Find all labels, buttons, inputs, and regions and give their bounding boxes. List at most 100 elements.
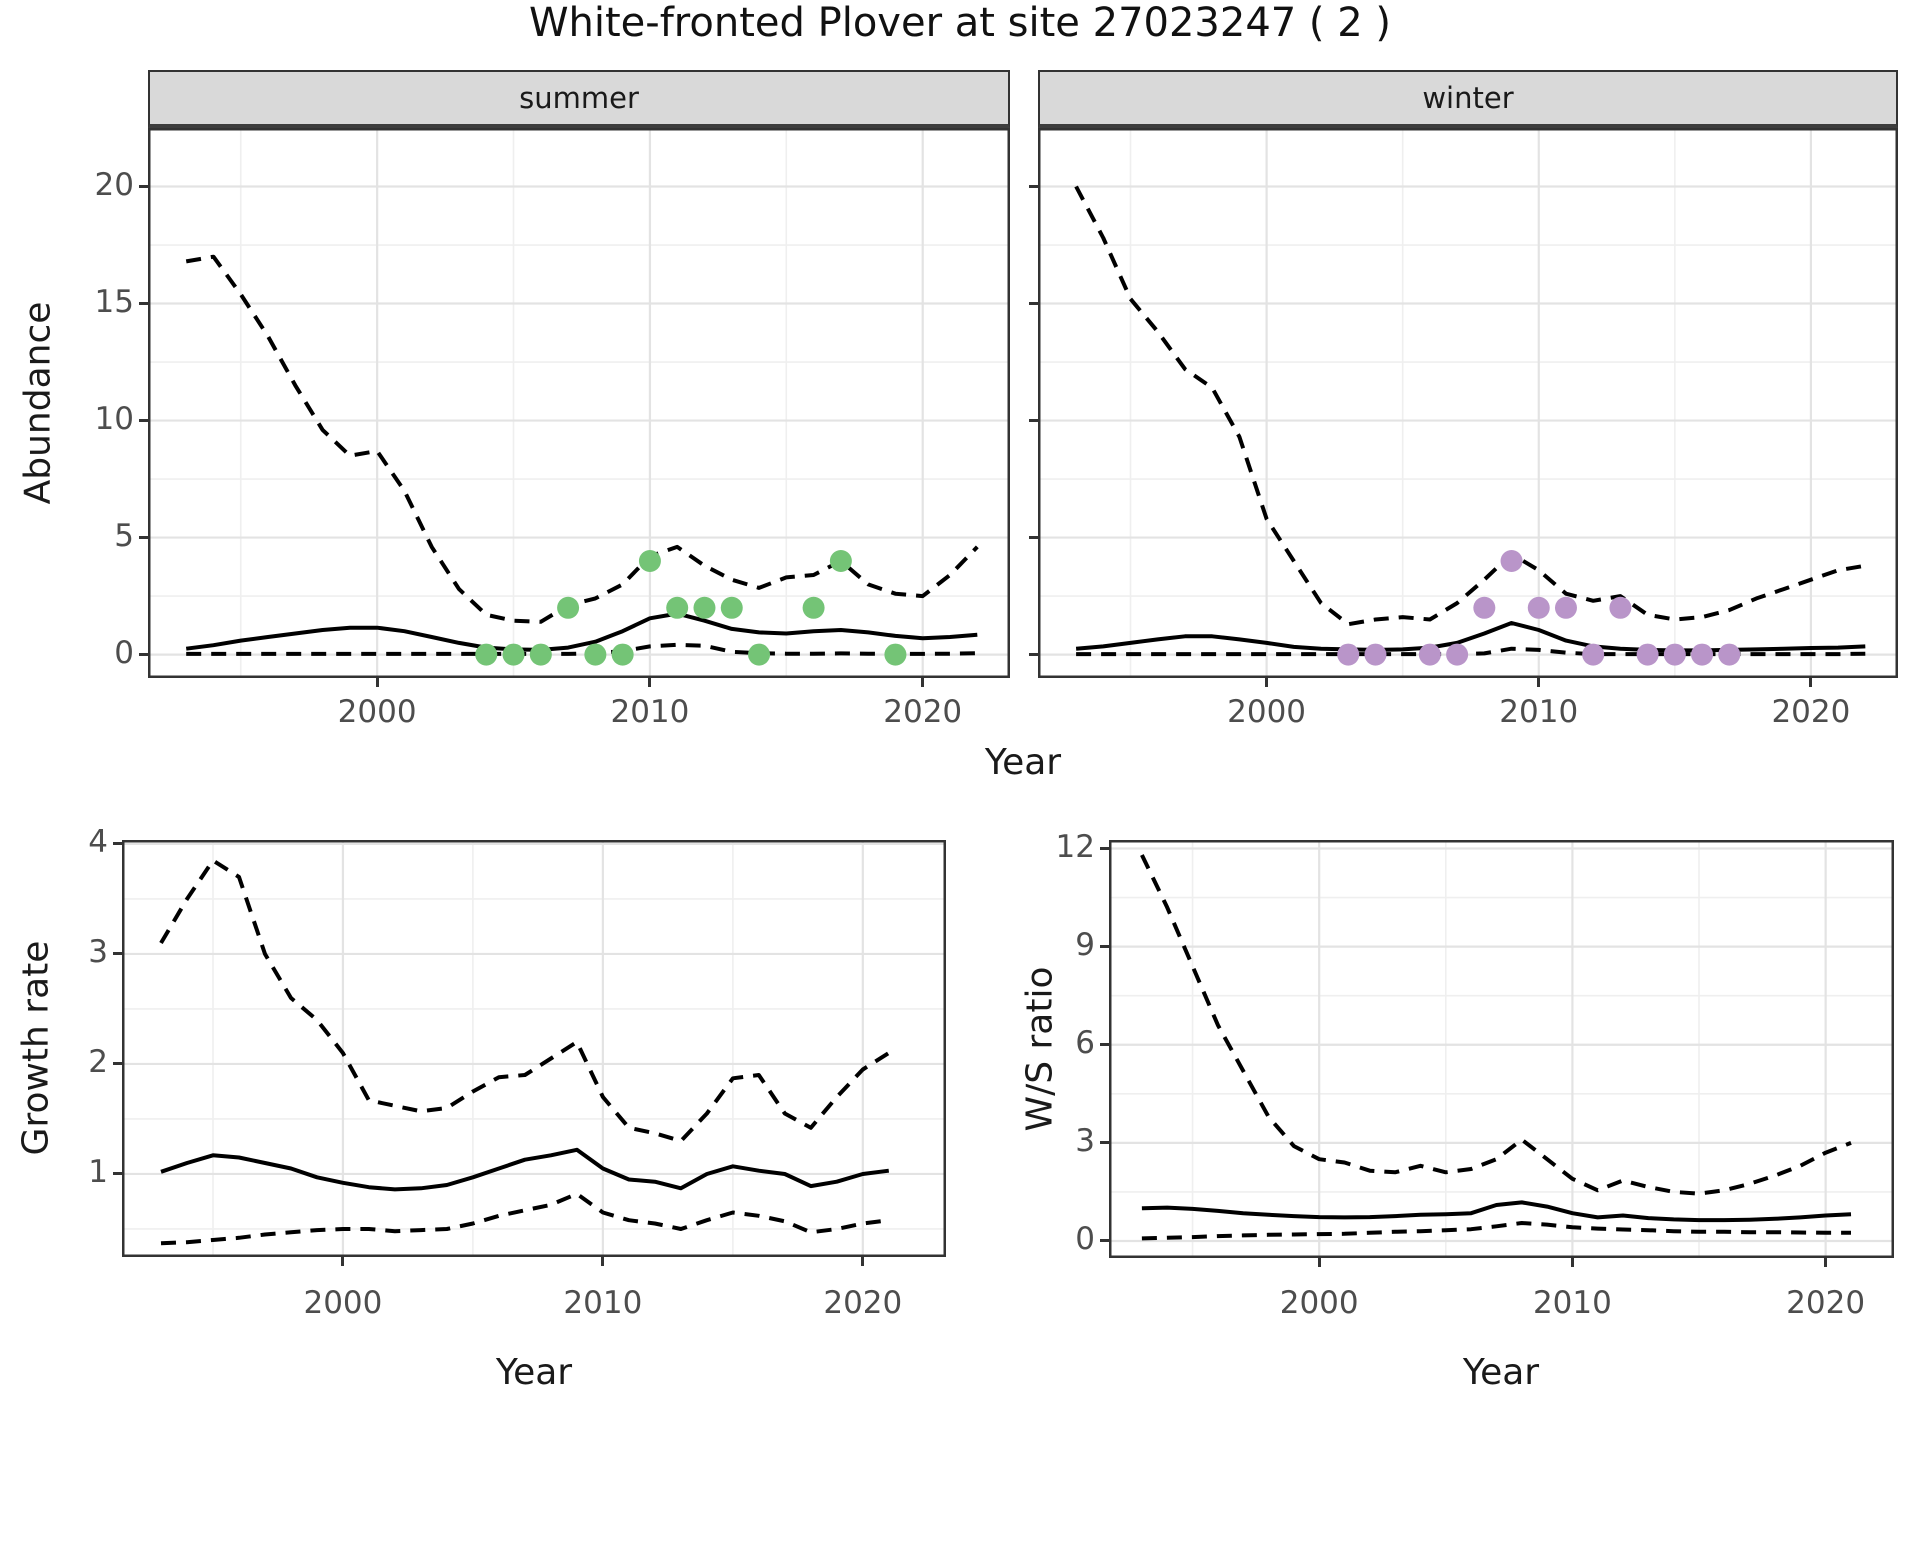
facet-strip-winter: winter (1038, 70, 1898, 128)
x-tick-mark (1537, 678, 1541, 687)
x-tick-label: 2020 (823, 1285, 903, 1321)
y-tick-mark (139, 185, 148, 188)
panel-border (1038, 128, 1898, 678)
y-tick-label: 5 (114, 517, 134, 554)
y-tick-mark (1100, 1239, 1109, 1243)
panel-border (148, 128, 1010, 678)
y-tick-mark (1100, 1043, 1109, 1047)
x-tick-mark (861, 1257, 865, 1266)
x-tick-mark (1265, 678, 1269, 687)
x-tick-label: 2010 (563, 1285, 643, 1321)
y-tick-mark (1029, 653, 1038, 657)
y-tick-label: 9 (1075, 926, 1095, 963)
y-tick-label: 6 (1075, 1024, 1095, 1061)
x-axis-title-year-top: Year (984, 742, 1062, 783)
x-tick-label: 2000 (303, 1285, 383, 1321)
y-tick-mark (1029, 419, 1038, 423)
observation-point (1418, 643, 1441, 666)
series-upper_ci-line (1140, 854, 1852, 1196)
observation-point (638, 549, 661, 572)
observation-point (1446, 643, 1469, 666)
observation-point (884, 643, 907, 666)
observation-point (529, 643, 552, 666)
facet-strip-summer: summer (148, 70, 1010, 128)
x-tick-mark (1824, 1258, 1828, 1267)
y-tick-label: 2 (88, 1043, 108, 1080)
facet-strip-winter-label: winter (1422, 81, 1514, 115)
y-tick-label: 4 (88, 823, 108, 860)
y-tick-mark (1100, 1141, 1109, 1145)
observation-point (666, 596, 689, 619)
x-tick-mark (341, 1257, 345, 1266)
y-tick-mark (139, 536, 148, 540)
y-tick-label: 15 (94, 283, 134, 320)
panel-summer-abundance (148, 128, 1010, 678)
y-tick-label: 3 (1075, 1122, 1095, 1159)
panel-growth-rate (122, 840, 946, 1257)
observation-point (693, 596, 716, 619)
observation-point (611, 643, 634, 666)
observation-point (748, 643, 771, 666)
x-axis-title-year-growth: Year (495, 1352, 573, 1393)
observation-point (1364, 643, 1387, 666)
y-tick-mark (113, 1062, 122, 1066)
series-lower_ci-line (160, 1191, 890, 1246)
series-upper_ci-line (185, 254, 979, 624)
observation-point (1582, 643, 1605, 666)
x-tick-mark (1809, 678, 1813, 687)
series-upper_ci-line (1074, 185, 1866, 627)
y-tick-label: 12 (1055, 828, 1095, 865)
series-median-line (185, 611, 978, 652)
observation-point (1337, 643, 1360, 666)
observation-point (720, 596, 743, 619)
observation-point (1527, 596, 1550, 619)
figure-title: White-fronted Plover at site 27023247 ( … (528, 0, 1392, 46)
y-tick-mark (1029, 536, 1038, 540)
observation-point (502, 643, 525, 666)
y-tick-mark (1100, 847, 1109, 850)
x-tick-mark (375, 678, 379, 687)
panel-winter-abundance (1038, 128, 1898, 678)
observation-point (1636, 643, 1659, 666)
panel-border (1109, 840, 1894, 1258)
y-tick-mark (113, 952, 122, 956)
y-tick-mark (139, 419, 148, 423)
x-tick-mark (921, 678, 925, 687)
x-tick-mark (601, 1257, 605, 1266)
observation-point (475, 643, 498, 666)
x-tick-mark (1317, 1258, 1321, 1267)
series-upper_ci-line (159, 858, 890, 1143)
panel-border (122, 840, 946, 1257)
series-median-line (1075, 621, 1866, 653)
observation-point (802, 596, 825, 619)
observation-point (1609, 596, 1632, 619)
y-tick-label: 0 (114, 634, 134, 671)
y-tick-label: 20 (94, 166, 134, 203)
x-tick-label: 2020 (1771, 694, 1851, 730)
observation-point (1473, 596, 1496, 619)
series-median-line (1141, 1200, 1852, 1223)
series-median-line (160, 1147, 890, 1192)
x-tick-label: 2020 (883, 694, 963, 730)
x-tick-label: 2000 (1227, 694, 1307, 730)
x-tick-label: 2020 (1786, 1285, 1866, 1321)
observation-point (584, 643, 607, 666)
observation-point (829, 549, 852, 572)
x-tick-label: 2000 (1279, 1285, 1359, 1321)
x-tick-label: 2010 (1532, 1285, 1612, 1321)
y-tick-mark (1029, 185, 1038, 188)
series-lower_ci-line (1141, 1221, 1851, 1241)
x-tick-label: 2000 (337, 694, 417, 730)
y-tick-label: 10 (94, 400, 134, 437)
y-tick-label: 0 (1075, 1220, 1095, 1257)
y-tick-mark (1100, 945, 1109, 949)
x-tick-mark (648, 678, 652, 687)
observation-point (1718, 643, 1741, 666)
facet-strip-summer-label: summer (519, 81, 639, 115)
y-tick-mark (139, 302, 148, 306)
y-tick-mark (113, 1172, 122, 1176)
observation-point (557, 596, 580, 619)
y-tick-mark (139, 653, 148, 657)
observation-point (1500, 549, 1523, 572)
